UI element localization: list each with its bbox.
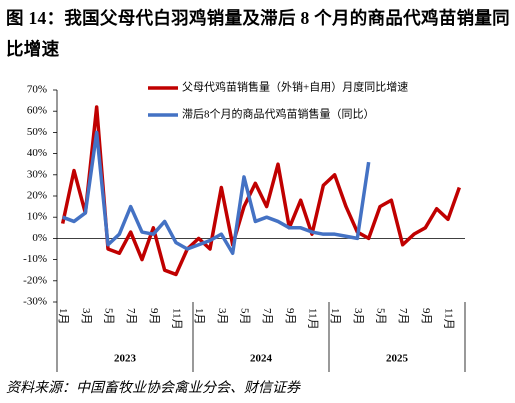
x-tick-label: 11月: [442, 308, 454, 330]
y-tick-label: 0%: [32, 232, 47, 244]
x-tick-label: 5月: [238, 308, 250, 325]
x-tick-label: 3月: [80, 308, 92, 325]
y-tick-label: -20%: [23, 274, 47, 286]
chart-title: 图 14：我国父母代白羽鸡销量及滞后 8 个月的商品代鸡苗销量同比增速: [6, 8, 510, 59]
x-tick-label: 3月: [216, 308, 228, 325]
y-tick-label: 30%: [27, 168, 47, 180]
y-tick-label: 40%: [27, 147, 47, 159]
x-tick-label: 9月: [284, 308, 296, 325]
x-tick-label: 9月: [420, 308, 432, 325]
x-tick-label: 3月: [352, 308, 364, 325]
x-tick-label: 7月: [125, 308, 137, 325]
x-tick-label: 7月: [397, 308, 409, 325]
group-label: 2025: [386, 353, 409, 365]
legend-label: 滞后8个月的商品代鸡苗销售量（同比）: [182, 107, 375, 121]
group-label: 2024: [250, 353, 273, 365]
source-note: 资料来源：中国畜牧业协会禽业分会、财信证券: [6, 381, 300, 396]
series-line: [60, 105, 461, 277]
y-tick-label: 60%: [27, 105, 47, 117]
legend-label: 父母代鸡苗销售量（外销+自用）月度同比增速: [182, 80, 408, 94]
series-line: [62, 130, 371, 255]
x-tick-label: 1月: [329, 308, 341, 325]
group-label: 2023: [114, 353, 137, 365]
y-tick-label: -10%: [23, 253, 47, 265]
x-tick-label: 5月: [374, 308, 386, 325]
x-tick-label: 5月: [102, 308, 114, 325]
x-tick-label: 1月: [193, 308, 205, 325]
y-tick-label: 70%: [27, 84, 47, 96]
y-tick-label: 20%: [27, 190, 47, 202]
y-tick-label: 50%: [27, 126, 47, 138]
x-tick-label: 11月: [170, 308, 182, 330]
x-tick-label: 1月: [57, 308, 69, 325]
y-tick-label: 10%: [27, 211, 47, 223]
x-tick-label: 9月: [148, 308, 160, 325]
x-tick-label: 11月: [306, 308, 318, 330]
x-tick-label: 7月: [261, 308, 273, 325]
y-tick-label: -30%: [23, 296, 47, 308]
